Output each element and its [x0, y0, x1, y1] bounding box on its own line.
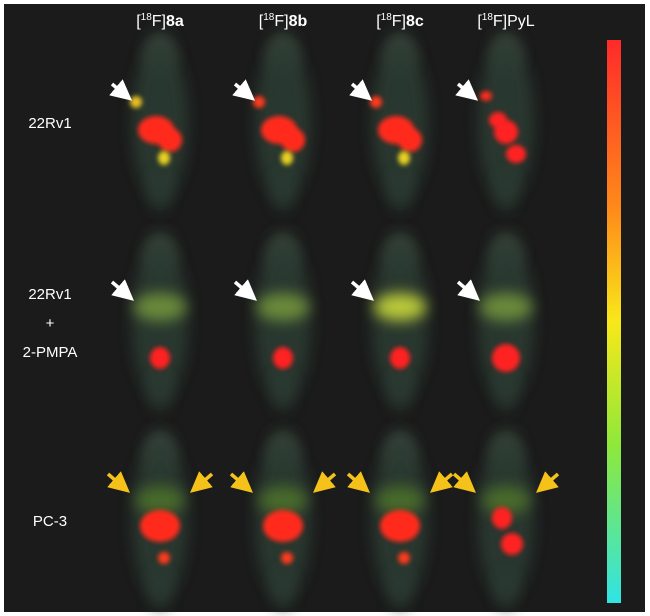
arrow [430, 471, 454, 493]
uptake [257, 293, 309, 321]
uptake [134, 293, 186, 321]
uptake [263, 510, 303, 542]
uptake [271, 172, 295, 212]
uptake [494, 372, 518, 412]
arrow [190, 471, 214, 493]
arrow [455, 79, 479, 101]
uptake [148, 372, 172, 412]
column-header: [18F]8a [136, 12, 184, 30]
uptake [374, 293, 426, 321]
arrow [350, 279, 374, 301]
row-label: 22Rv1 [28, 115, 71, 132]
uptake [478, 242, 534, 402]
uptake [372, 242, 428, 402]
uptake [148, 172, 172, 212]
header-bracket: [ [259, 13, 264, 30]
uptake [506, 145, 526, 163]
uptake [492, 507, 512, 529]
uptake [390, 347, 410, 369]
uptake [150, 347, 170, 369]
uptake [158, 151, 170, 165]
uptake [136, 486, 184, 514]
arrow [232, 79, 256, 101]
row-label: 22Rv1 [28, 286, 71, 303]
arrow [229, 471, 253, 493]
uptake [158, 128, 182, 152]
uptake [480, 91, 492, 101]
header-superscript: 18 [263, 12, 275, 23]
uptake [388, 172, 412, 212]
uptake [398, 151, 410, 165]
uptake [370, 96, 382, 108]
arrow [452, 471, 476, 493]
header-compound: 8c [406, 13, 424, 30]
header-isotope: F] [152, 13, 166, 30]
uptake [380, 510, 420, 542]
arrow [233, 279, 257, 301]
uptake [158, 552, 170, 564]
column-header: [18F]8c [376, 12, 424, 30]
header-isotope: F] [392, 13, 406, 30]
header-isotope: F] [274, 13, 288, 30]
header-compound: 8b [289, 13, 308, 30]
uptake [255, 242, 311, 402]
uptake [501, 533, 523, 555]
header-superscript: 18 [381, 12, 393, 23]
uptake [259, 486, 307, 514]
background [4, 4, 645, 612]
arrow [346, 471, 370, 493]
uptake [376, 486, 424, 514]
uptake [494, 172, 518, 212]
uptake [388, 372, 412, 412]
uptake [273, 347, 293, 369]
row-label: 2-PMPA [23, 344, 78, 361]
header-superscript: 18 [482, 12, 494, 23]
arrow [313, 471, 337, 493]
uptake [253, 96, 265, 108]
arrow [110, 279, 134, 301]
uptake [281, 151, 293, 165]
arrow [536, 471, 560, 493]
header-bracket: [ [136, 13, 141, 30]
column-header: [18F]PyL [477, 12, 534, 30]
uptake [482, 486, 530, 514]
arrow [109, 79, 133, 101]
uptake [271, 372, 295, 412]
uptake [281, 552, 293, 564]
header-superscript: 18 [141, 12, 153, 23]
uptake [148, 570, 172, 610]
uptake [480, 293, 532, 321]
row-label: PC-3 [33, 513, 67, 530]
header-bracket: [ [477, 13, 482, 30]
uptake [132, 242, 188, 402]
header-bracket: [ [376, 13, 381, 30]
row-label: + [46, 315, 55, 332]
column-header: [18F]8b [259, 12, 308, 30]
uptake [398, 552, 410, 564]
uptake [388, 570, 412, 610]
arrow [456, 279, 480, 301]
uptake [398, 128, 422, 152]
uptake [494, 570, 518, 610]
color-bar [607, 40, 621, 603]
uptake [130, 96, 142, 108]
uptake [140, 510, 180, 542]
arrow [106, 471, 130, 493]
uptake [489, 112, 507, 128]
header-compound: 8a [166, 13, 184, 30]
header-isotope: F]PyL [493, 13, 535, 30]
arrow [349, 79, 373, 101]
uptake [492, 344, 520, 372]
uptake [281, 128, 305, 152]
uptake [271, 570, 295, 610]
